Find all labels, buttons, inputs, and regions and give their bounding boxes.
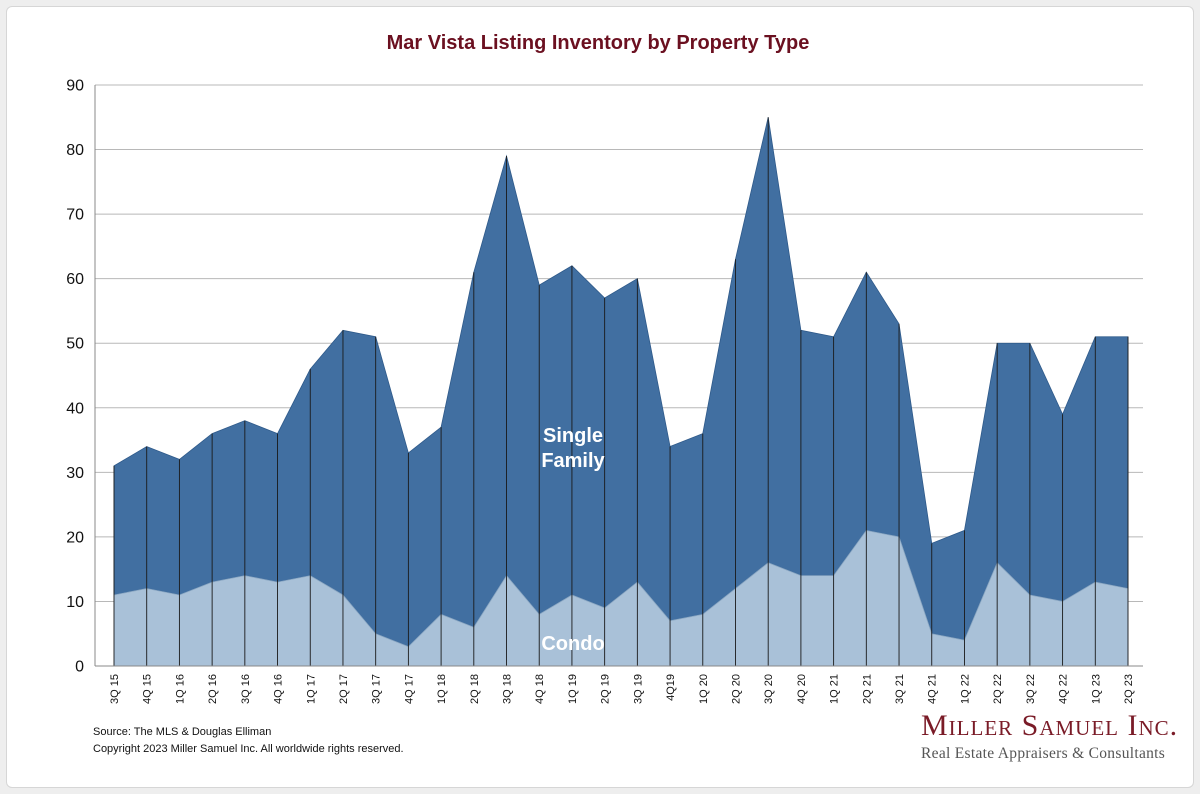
x-tick-label: 3Q 21 <box>894 674 906 704</box>
x-tick-label: 2Q 21 <box>861 674 873 704</box>
x-tick-label: 3Q 19 <box>632 674 644 704</box>
x-tick-label: 4Q19 <box>665 674 677 701</box>
x-tick-label: 1Q 19 <box>567 674 579 704</box>
x-tick-label: 2Q 20 <box>730 674 742 704</box>
company-logo-tagline: Real Estate Appraisers & Consultants <box>921 745 1166 762</box>
x-tick-label: 3Q 18 <box>502 674 514 704</box>
x-tick-labels: 3Q 15 4Q 15 1Q 16 2Q 16 3Q 16 4Q 16 1Q 17 2Q 17… <box>109 674 1135 704</box>
x-tick-label: 1Q 20 <box>698 674 710 704</box>
copyright-note: Copyright 2023 Miller Samuel Inc. All wo… <box>93 743 404 755</box>
y-tick-labels: 0 10 20 30 40 50 60 70 80 90 <box>66 78 84 676</box>
x-tick-label: 4Q 15 <box>142 674 154 704</box>
single-family-area <box>113 117 1129 648</box>
y-tick-label: 50 <box>66 336 84 353</box>
y-tick-label: 30 <box>66 465 84 482</box>
x-tick-label: 2Q 19 <box>600 674 612 704</box>
y-tick-label: 70 <box>66 207 84 224</box>
y-tick-label: 0 <box>75 659 84 676</box>
x-tick-label: 1Q 23 <box>1090 674 1102 704</box>
single-family-label-line1: Single <box>543 425 603 447</box>
single-family-label-line2: Family <box>541 450 605 472</box>
x-tick-label: 4Q 21 <box>927 674 939 704</box>
x-tick-label: 4Q 18 <box>534 674 546 704</box>
x-tick-label: 3Q 17 <box>371 674 383 704</box>
x-tick-label: 1Q 16 <box>174 674 186 704</box>
x-tick-label: 3Q 20 <box>763 674 775 704</box>
x-tick-label: 4Q 17 <box>403 674 415 704</box>
x-tick-label: 1Q 22 <box>959 674 971 704</box>
y-tick-label: 60 <box>66 271 84 288</box>
x-tick-label: 2Q 16 <box>207 674 219 704</box>
y-tick-label: 80 <box>66 142 84 159</box>
condo-label: Condo <box>541 633 604 655</box>
axes <box>94 85 1143 667</box>
x-tick-label: 1Q 21 <box>829 674 841 704</box>
drop-lines <box>113 117 1129 666</box>
x-tick-label: 2Q 23 <box>1123 674 1135 704</box>
y-tick-label: 10 <box>66 594 84 611</box>
source-note: Source: The MLS & Douglas Elliman <box>93 726 272 738</box>
y-tick-label: 90 <box>66 78 84 95</box>
chart-title: Mar Vista Listing Inventory by Property … <box>386 32 810 54</box>
x-tick-label: 2Q 22 <box>992 674 1004 704</box>
area-series <box>113 117 1129 667</box>
x-tick-label: 4Q 22 <box>1058 674 1070 704</box>
x-tick-label: 1Q 17 <box>305 674 317 704</box>
x-tick-label: 2Q 18 <box>469 674 481 704</box>
y-tick-label: 20 <box>66 529 84 546</box>
x-tick-label: 3Q 22 <box>1025 674 1037 704</box>
x-tick-label: 3Q 15 <box>109 674 121 704</box>
x-tick-label: 2Q 17 <box>338 674 350 704</box>
x-tick-label: 4Q 20 <box>796 674 808 704</box>
y-tick-label: 40 <box>66 400 84 417</box>
company-logo-name: Miller Samuel Inc. <box>921 709 1179 742</box>
x-tick-label: 4Q 16 <box>273 674 285 704</box>
x-tick-label: 3Q 16 <box>240 674 252 704</box>
x-tick-label: 1Q 18 <box>436 674 448 704</box>
series-labels: Single Family Condo <box>541 425 605 655</box>
